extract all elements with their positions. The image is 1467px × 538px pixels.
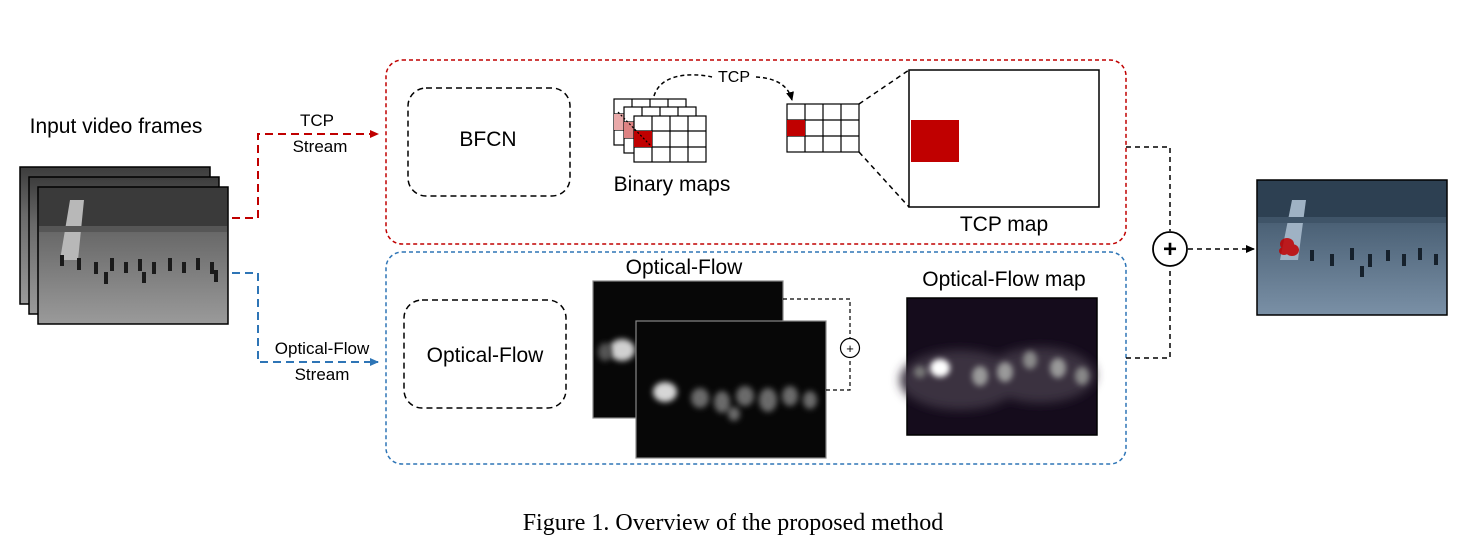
- figure-caption: Figure 1. Overview of the proposed metho…: [523, 510, 944, 536]
- binary-map-front: [633, 115, 707, 163]
- optical-flow-map: [900, 297, 1098, 436]
- optical-flow-frames: +: [592, 280, 861, 459]
- tcp-map-label: TCP map: [960, 213, 1048, 236]
- optical-flow-frame-front: [635, 320, 827, 459]
- tcp-stream-panel: [385, 59, 1127, 245]
- tcp-stream-label-line2: Stream: [293, 137, 348, 156]
- optical-flow-module: [403, 299, 567, 409]
- tcp-arrow-label: TCP: [718, 69, 750, 86]
- flow-to-fusion-connector: [1126, 267, 1171, 359]
- zoom-line-top: [858, 69, 910, 105]
- optical-flow-map-label: Optical-Flow map: [922, 268, 1085, 291]
- fusion-symbol: +: [1163, 236, 1177, 263]
- optical-flow-stream-arrow: [232, 272, 379, 366]
- optical-flow-sum-symbol: +: [846, 341, 854, 356]
- bfcn-module: [407, 87, 571, 197]
- zoom-line-bottom: [858, 151, 910, 208]
- binary-maps: [613, 98, 707, 163]
- input-video-frames: [19, 166, 229, 325]
- binary-maps-label: Binary maps: [614, 173, 731, 196]
- optical-flow-sum-node: [839, 337, 861, 359]
- output-frame: [1256, 179, 1448, 316]
- input-frames-label: Input video frames: [30, 115, 203, 138]
- optical-flow-frames-label: Optical-Flow: [626, 256, 744, 279]
- bfcn-label: BFCN: [459, 128, 516, 151]
- fusion-node: [1152, 231, 1188, 267]
- tcp-transform-arrow: [653, 74, 713, 97]
- tcp-grid: [786, 103, 860, 153]
- optical-flow-stream-label-line1: Optical-Flow: [275, 339, 370, 358]
- tcp-to-fusion-connector: [1126, 146, 1171, 231]
- optical-flow-module-label: Optical-Flow: [427, 344, 545, 367]
- tcp-map: [908, 69, 1100, 208]
- anomaly-highlight: [1279, 238, 1299, 256]
- video-frame-front: [37, 186, 229, 325]
- tcp-stream-arrow: [232, 130, 379, 219]
- tcp-stream-label-line1: TCP: [300, 111, 334, 130]
- optical-flow-stream-label-line2: Stream: [295, 365, 350, 384]
